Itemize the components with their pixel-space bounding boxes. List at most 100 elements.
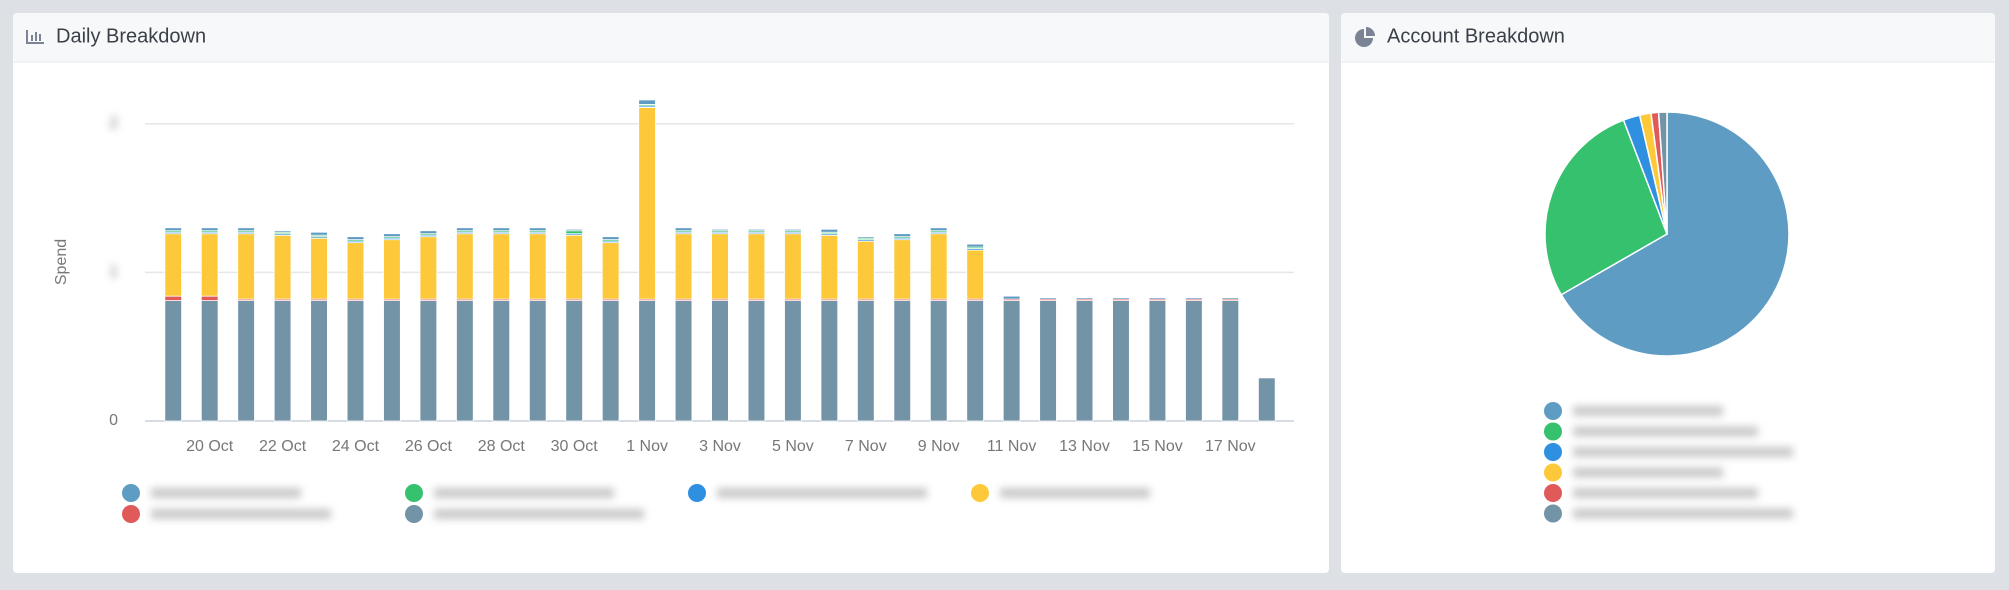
pie-slice <box>1657 111 1668 235</box>
bar-segment <box>747 228 766 232</box>
legend-marker <box>122 505 140 523</box>
bar-segment <box>674 233 693 300</box>
x-tick-label: 1 Nov <box>626 438 668 455</box>
legend-marker <box>405 484 423 502</box>
legend-label-redacted <box>151 509 331 519</box>
bar-segment <box>1075 300 1094 422</box>
bar-segment <box>893 239 912 300</box>
bar-segment <box>1039 297 1057 300</box>
x-tick-label: 17 Nov <box>1205 438 1256 455</box>
legend-label-redacted <box>1573 467 1723 478</box>
legend-label-redacted <box>434 488 614 498</box>
bar-segment <box>638 106 656 300</box>
legend-label-redacted <box>1573 508 1793 519</box>
legend-label-redacted <box>717 488 927 498</box>
bar-segment <box>601 242 620 300</box>
bar-segment <box>565 230 583 235</box>
bar-segment <box>164 227 183 232</box>
bar-segment <box>528 300 547 422</box>
y-tick-label: 2 <box>109 115 118 132</box>
bar-segment <box>966 249 984 300</box>
x-tick-label: 28 Oct <box>478 438 526 455</box>
bar-segment <box>1185 300 1203 422</box>
bar-segment <box>273 230 292 233</box>
bar-segment <box>565 234 583 300</box>
bar-segment <box>784 228 802 232</box>
x-tick-label: 24 Oct <box>332 438 380 455</box>
bar-segment <box>1221 300 1240 422</box>
x-tick-label: 9 Nov <box>918 438 960 455</box>
bar-segment <box>674 300 693 422</box>
bar-segment <box>273 234 292 300</box>
bar-segment <box>346 300 365 422</box>
legend-label-redacted <box>1000 488 1150 498</box>
bar-segment <box>492 227 511 232</box>
bar-segment <box>820 228 839 233</box>
bar-segment <box>237 227 255 232</box>
legend-marker <box>1544 402 1562 420</box>
bar-segment <box>492 300 511 422</box>
bar-segment <box>1039 300 1057 422</box>
bar-segment <box>820 234 839 300</box>
legend-marker <box>405 505 423 523</box>
bar-segment <box>200 233 219 297</box>
bar-segment <box>893 300 912 422</box>
legend-marker <box>1544 484 1562 502</box>
pie-slice <box>1544 119 1668 296</box>
bar-segment <box>747 233 766 300</box>
bar-segment <box>857 300 875 422</box>
bar-segment <box>893 233 912 238</box>
bar-segment <box>164 295 183 302</box>
legend-label-redacted <box>1573 447 1793 457</box>
bar-segment <box>711 233 729 300</box>
bar-segment <box>273 300 292 422</box>
bar-segment <box>383 300 401 422</box>
bar-segment <box>200 300 219 422</box>
panel-title: Account Breakdown <box>1387 25 1565 47</box>
panel <box>13 13 1329 573</box>
bar-segment <box>200 295 219 302</box>
bar-segment <box>528 227 547 232</box>
bar-segment <box>346 236 365 241</box>
bar-segment <box>528 233 547 300</box>
legend-marker <box>122 484 140 502</box>
legend-label-redacted <box>1573 426 1758 437</box>
bar-segment <box>1075 297 1094 300</box>
pie-slice <box>1560 111 1790 357</box>
bar-segment <box>383 233 401 238</box>
legend-label-redacted <box>1573 406 1723 416</box>
bar-segment <box>784 300 802 422</box>
bar-segment <box>565 228 583 232</box>
bar-segment <box>1221 297 1240 300</box>
y-axis-label: Spend <box>53 239 70 285</box>
legend-marker <box>1544 422 1562 441</box>
bar-segment <box>1112 297 1130 300</box>
bar-segment <box>711 228 729 232</box>
bar-segment <box>929 233 948 300</box>
x-tick-label: 5 Nov <box>772 438 814 455</box>
bar-segment <box>1185 297 1203 300</box>
bar-segment <box>857 236 875 239</box>
bar-segment <box>310 300 328 422</box>
legend-marker <box>1544 463 1562 482</box>
x-tick-label: 7 Nov <box>845 438 887 455</box>
bar-segment <box>1148 300 1167 422</box>
bar-segment <box>966 300 984 422</box>
bar-segment <box>601 300 620 422</box>
bar-segment <box>310 231 328 236</box>
bar-segment <box>711 300 729 422</box>
x-tick-label: 26 Oct <box>405 438 453 455</box>
bar-segment <box>929 300 948 422</box>
bar-segment <box>966 243 984 248</box>
legend-marker <box>971 484 989 502</box>
y-tick-label: 1 <box>109 264 118 281</box>
bar-segment <box>200 227 219 232</box>
x-tick-label: 13 Nov <box>1059 438 1110 455</box>
bar-segment <box>1002 300 1021 422</box>
bar-segment <box>310 237 328 300</box>
x-tick-label: 22 Oct <box>259 438 307 455</box>
bar-segment <box>1002 295 1021 300</box>
bar-segment <box>638 99 656 105</box>
